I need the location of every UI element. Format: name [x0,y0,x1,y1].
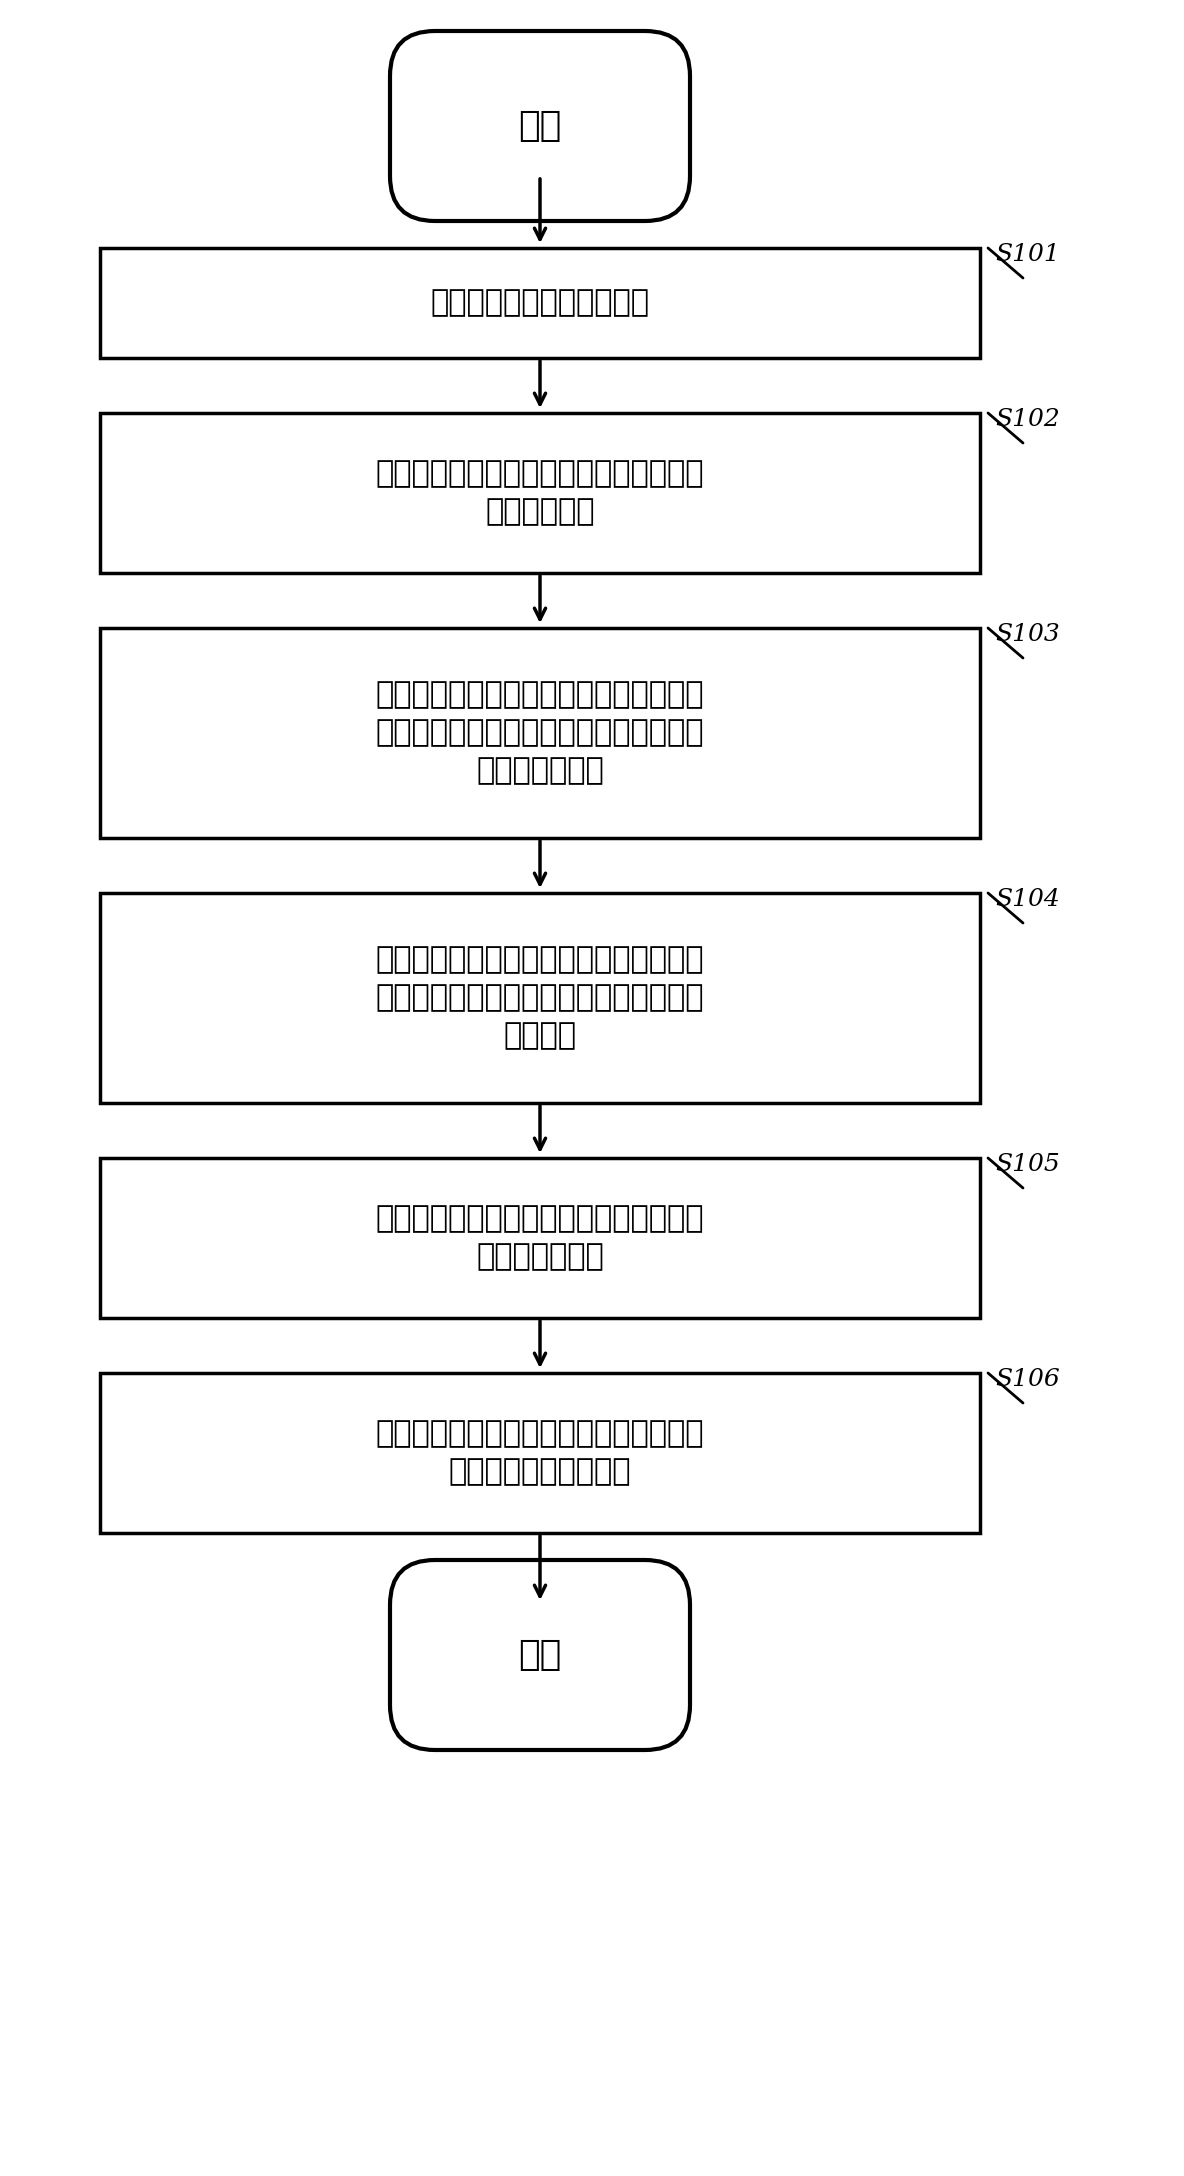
FancyBboxPatch shape [390,1560,690,1750]
FancyBboxPatch shape [99,1373,980,1534]
Text: 根据用于预估接单时长比例的预估模型，: 根据用于预估接单时长比例的预估模型， [375,681,704,709]
Text: S106: S106 [995,1369,1060,1390]
Text: 格为目标订单呼叫运力: 格为目标订单呼叫运力 [449,1458,631,1486]
Text: 根据目标订单的接单时长比例，通过至少: 根据目标订单的接单时长比例，通过至少 [375,947,704,975]
Text: 确定目标订单: 确定目标订单 [485,498,594,527]
Text: 结束: 结束 [519,1639,561,1671]
FancyBboxPatch shape [99,1158,980,1319]
Text: 增加金额: 增加金额 [503,1021,577,1051]
Text: S105: S105 [995,1153,1060,1175]
Text: 加后的配送价格: 加后的配送价格 [476,1242,604,1271]
FancyBboxPatch shape [99,413,980,572]
Text: S103: S103 [995,622,1060,646]
FancyBboxPatch shape [390,30,690,222]
Text: 一个处理器确定对目标订单的配送价格的: 一个处理器确定对目标订单的配送价格的 [375,984,704,1012]
Text: 通过至少一个处理器获取针对目标订单增: 通过至少一个处理器获取针对目标订单增 [375,1206,704,1234]
Text: 开始: 开始 [519,109,561,144]
Text: 通过至少一个处理器根据增加后的配送价: 通过至少一个处理器根据增加后的配送价 [375,1419,704,1449]
Text: S101: S101 [995,244,1060,265]
Text: 通过至少一个处理器解析所述数据消息，: 通过至少一个处理器解析所述数据消息， [375,459,704,487]
Text: S102: S102 [995,409,1060,431]
FancyBboxPatch shape [99,892,980,1103]
FancyBboxPatch shape [99,629,980,838]
Text: S104: S104 [995,888,1060,912]
FancyBboxPatch shape [99,248,980,359]
Text: 接收来自客户端的数据消息: 接收来自客户端的数据消息 [431,289,650,318]
Text: 的接单时长比例: 的接单时长比例 [476,757,604,786]
Text: 通过至少一个处理器预估目标订单被接起: 通过至少一个处理器预估目标订单被接起 [375,718,704,749]
